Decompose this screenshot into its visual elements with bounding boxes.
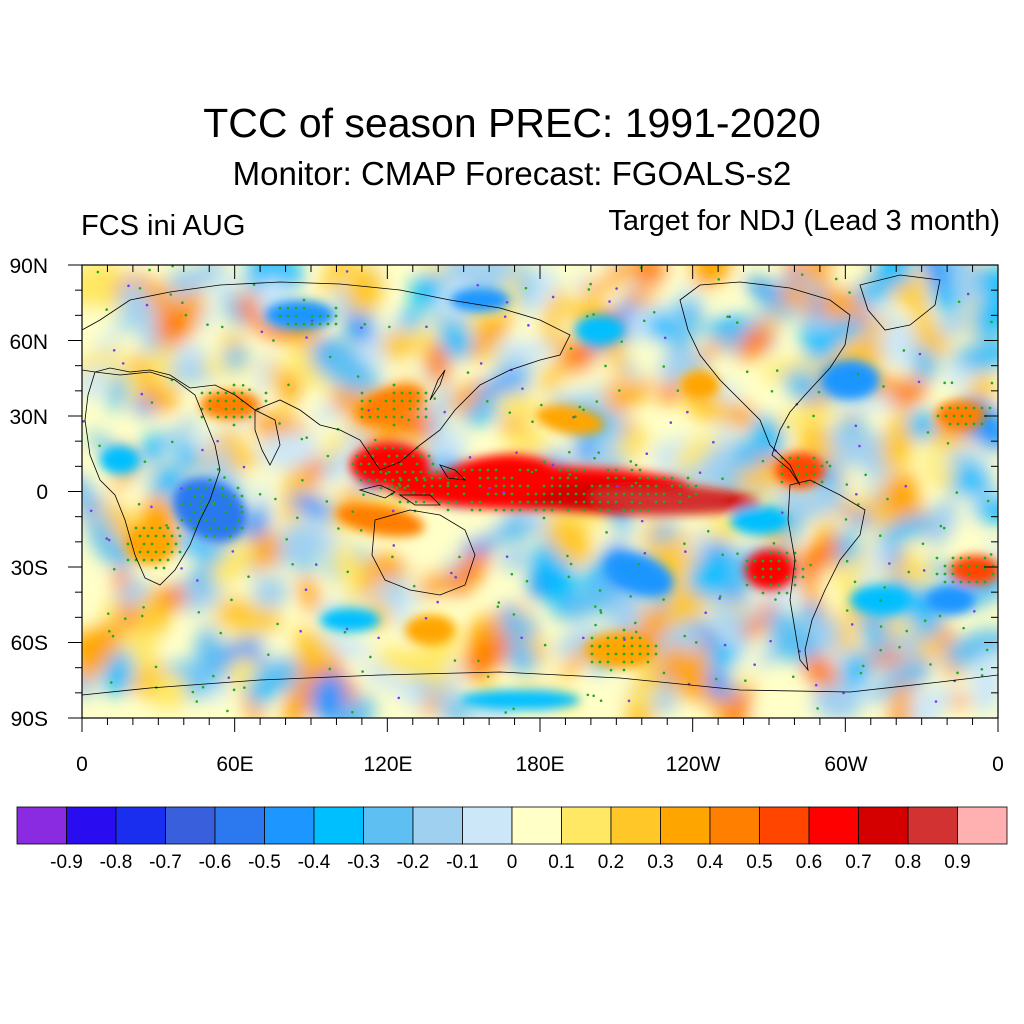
colorbar-label: 0.6 <box>795 852 823 873</box>
colorbar-swatch <box>907 806 958 845</box>
colorbar-swatch <box>709 806 760 845</box>
lat-label: 30N <box>9 406 48 429</box>
colorbar-label: 0 <box>506 852 518 873</box>
colorbar-label: -0.1 <box>446 852 479 873</box>
lat-label: 90S <box>11 708 48 731</box>
lon-axis-labels: 0 60E 120E 180E 120W 60W 0 <box>76 753 1004 776</box>
colorbar-label: 0.8 <box>894 852 922 873</box>
lat-label: 60S <box>11 632 48 655</box>
lon-label: 120E <box>363 753 412 776</box>
lon-label: 120W <box>666 753 721 776</box>
colorbar <box>16 806 1008 845</box>
colorbar-label: -0.7 <box>149 852 182 873</box>
colorbar-swatch <box>363 806 414 845</box>
target-label: Target for NDJ (Lead 3 month) <box>608 205 1000 237</box>
colorbar-swatch <box>858 806 909 845</box>
lat-axis-labels: 90N 60N 30N 0 30S 60S 90S <box>9 255 48 731</box>
lat-label: 60N <box>9 331 48 354</box>
colorbar-label: -0.9 <box>50 852 83 873</box>
colorbar-label: 0.3 <box>647 852 674 873</box>
lon-label: 0 <box>76 753 88 776</box>
colorbar-swatch <box>561 806 612 845</box>
colorbar-swatch <box>264 806 315 845</box>
coastlines <box>82 274 998 696</box>
colorbar-label: -0.2 <box>396 852 430 873</box>
lat-label: 0 <box>36 481 48 504</box>
colorbar-label: 0.5 <box>746 852 773 873</box>
lat-label: 30S <box>11 557 48 580</box>
colorbar-swatch <box>165 806 216 845</box>
colorbar-swatch <box>808 806 859 845</box>
chart-title: TCC of season PREC: 1991-2020 <box>203 100 821 146</box>
colorbar-swatch <box>957 806 1008 845</box>
colorbar-swatch <box>412 806 463 845</box>
lon-label: 0 <box>992 753 1004 776</box>
colorbar-label: 0.1 <box>548 852 575 873</box>
colorbar-swatch <box>115 806 166 845</box>
lon-label: 180E <box>515 753 564 776</box>
colorbar-label: -0.4 <box>297 852 331 873</box>
colorbar-label: 0.2 <box>597 852 625 873</box>
colorbar-label: 0.4 <box>696 852 724 873</box>
colorbar-swatch <box>313 806 364 845</box>
colorbar-swatch <box>66 806 117 845</box>
axis-ticks <box>68 264 999 732</box>
colorbar-label: -0.3 <box>347 852 380 873</box>
significance-stippling <box>82 265 995 714</box>
init-label: FCS ini AUG <box>81 210 246 242</box>
colorbar-swatch <box>214 806 265 845</box>
lat-label: 90N <box>9 255 48 278</box>
lon-label: 60W <box>824 753 867 776</box>
map-field <box>82 265 998 718</box>
chart-subtitle: Monitor: CMAP Forecast: FGOALS-s2 <box>232 155 792 192</box>
lon-label: 60E <box>216 753 253 776</box>
colorbar-swatch <box>462 806 513 845</box>
colorbar-label: -0.8 <box>99 852 133 873</box>
colorbar-swatch <box>16 806 67 845</box>
colorbar-swatch <box>610 806 661 845</box>
colorbar-swatch <box>759 806 810 845</box>
colorbar-label: -0.5 <box>248 852 281 873</box>
colorbar-label: -0.6 <box>198 852 232 873</box>
colorbar-label: 0.7 <box>845 852 872 873</box>
colorbar-swatch <box>660 806 711 845</box>
colorbar-swatch <box>511 806 562 845</box>
colorbar-label: 0.9 <box>944 852 971 873</box>
